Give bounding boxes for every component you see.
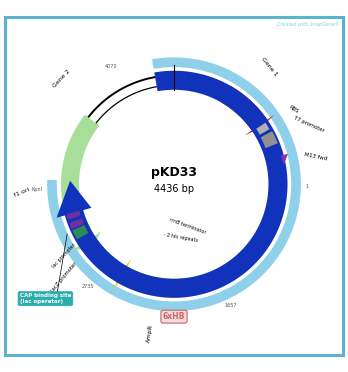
Text: KpnI: KpnI — [32, 186, 43, 192]
Text: 2735: 2735 — [82, 284, 94, 289]
Polygon shape — [281, 154, 288, 165]
Text: rrnB terminator: rrnB terminator — [169, 217, 207, 235]
Polygon shape — [256, 123, 269, 135]
Polygon shape — [66, 211, 81, 219]
Polygon shape — [261, 131, 278, 148]
Text: lac promoter: lac promoter — [51, 243, 76, 269]
Text: T7 promoter: T7 promoter — [293, 115, 325, 133]
Text: 4070: 4070 — [105, 64, 118, 69]
Polygon shape — [47, 57, 301, 311]
Text: f1 ori: f1 ori — [13, 187, 30, 198]
Text: pKD33: pKD33 — [151, 166, 197, 179]
Text: Gene 1: Gene 1 — [260, 57, 278, 77]
Text: 1657: 1657 — [224, 303, 237, 308]
Text: CAP binding site
(lac operator): CAP binding site (lac operator) — [20, 293, 71, 304]
Polygon shape — [57, 181, 92, 218]
Polygon shape — [64, 71, 287, 298]
Text: 1: 1 — [306, 184, 309, 189]
Text: Created with SnapGene®: Created with SnapGene® — [277, 21, 340, 27]
Polygon shape — [72, 231, 101, 250]
Polygon shape — [114, 259, 132, 291]
Text: 4436 bp: 4436 bp — [154, 185, 194, 195]
Polygon shape — [245, 115, 274, 135]
Text: - 2 his repeats: - 2 his repeats — [163, 232, 199, 244]
Text: M13 fwd: M13 fwd — [303, 152, 327, 161]
Text: RBS: RBS — [288, 105, 300, 114]
Polygon shape — [221, 86, 267, 131]
Text: Gene 2: Gene 2 — [52, 69, 71, 89]
Text: AmpR: AmpR — [147, 324, 155, 343]
Text: lacZ promoter: lacZ promoter — [50, 261, 78, 293]
Polygon shape — [118, 266, 188, 298]
Polygon shape — [69, 218, 84, 229]
Polygon shape — [72, 225, 88, 239]
Polygon shape — [61, 115, 99, 247]
Text: 6xHB: 6xHB — [163, 312, 185, 321]
